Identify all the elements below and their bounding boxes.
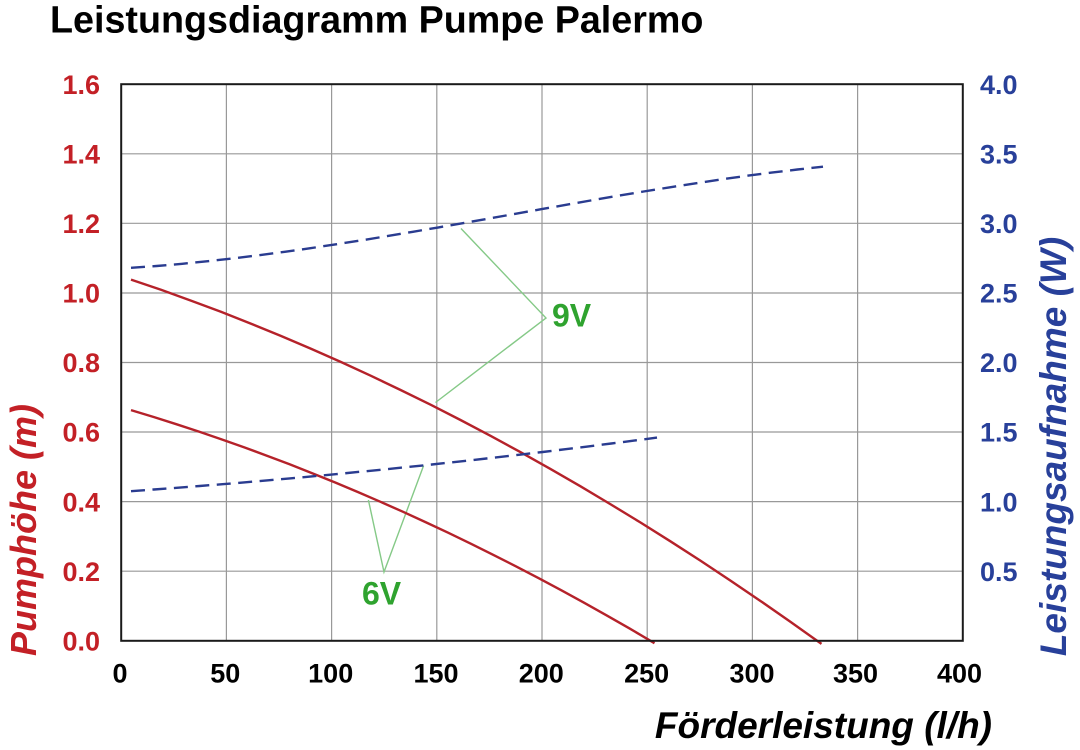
svg-text:50: 50 <box>210 659 240 689</box>
svg-text:1.2: 1.2 <box>62 209 100 239</box>
svg-text:4.0: 4.0 <box>980 70 1018 100</box>
svg-text:0: 0 <box>112 659 127 689</box>
svg-text:6V: 6V <box>362 576 402 612</box>
svg-text:0.2: 0.2 <box>62 557 100 587</box>
svg-text:100: 100 <box>308 659 353 689</box>
svg-text:9V: 9V <box>552 298 592 334</box>
svg-text:0.4: 0.4 <box>62 487 100 517</box>
svg-text:150: 150 <box>413 659 458 689</box>
svg-text:1.0: 1.0 <box>62 279 100 309</box>
svg-text:200: 200 <box>519 659 564 689</box>
svg-text:2.5: 2.5 <box>980 279 1018 309</box>
svg-text:1.5: 1.5 <box>980 418 1018 448</box>
svg-text:0.0: 0.0 <box>62 627 100 657</box>
svg-text:0.6: 0.6 <box>62 418 100 448</box>
svg-text:250: 250 <box>624 659 669 689</box>
svg-text:350: 350 <box>833 659 878 689</box>
svg-text:400: 400 <box>937 659 982 689</box>
svg-text:Leistungsaufnahme (W): Leistungsaufnahme (W) <box>1033 237 1074 656</box>
svg-text:Leistungsdiagramm Pumpe Palerm: Leistungsdiagramm Pumpe Palermo <box>50 0 703 41</box>
svg-text:3.5: 3.5 <box>980 140 1018 170</box>
svg-text:Pumphöhe (m): Pumphöhe (m) <box>3 404 44 656</box>
svg-text:1.4: 1.4 <box>62 140 100 170</box>
svg-text:1.6: 1.6 <box>62 70 100 100</box>
svg-text:1.0: 1.0 <box>980 487 1018 517</box>
svg-text:Förderleistung (l/h): Förderleistung (l/h) <box>655 705 992 746</box>
svg-text:0.5: 0.5 <box>980 557 1018 587</box>
svg-text:3.0: 3.0 <box>980 209 1018 239</box>
svg-text:300: 300 <box>729 659 774 689</box>
svg-text:2.0: 2.0 <box>980 348 1018 378</box>
svg-text:0.8: 0.8 <box>62 348 100 378</box>
